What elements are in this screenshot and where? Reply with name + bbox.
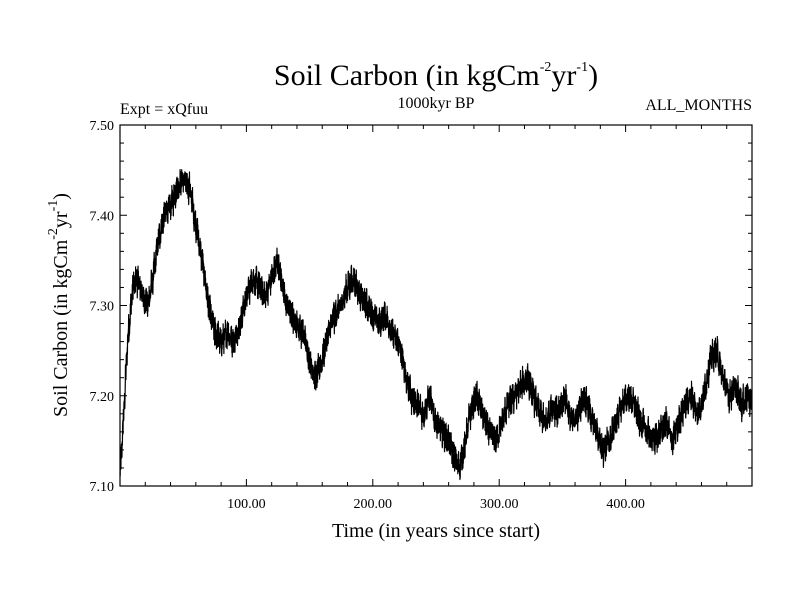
y-axis-label: Soil Carbon (in kgCm-2yr-1): [46, 193, 72, 417]
series-layer: [119, 169, 753, 481]
series-line-soil-carbon: [119, 169, 753, 481]
y-tick-label: 7.40: [90, 209, 115, 224]
subtitle-months: ALL_MONTHS: [645, 97, 752, 114]
subtitle-period: 1000kyr BP: [398, 95, 475, 112]
x-tick-label: 400.00: [606, 497, 645, 512]
chart-title: Soil Carbon (in kgCm-2yr-1): [274, 59, 598, 92]
x-tick-label: 300.00: [480, 497, 519, 512]
y-tick-label: 7.50: [90, 119, 115, 134]
x-axis-label: Time (in years since start): [332, 520, 540, 542]
y-tick-label: 7.30: [90, 300, 115, 315]
axis-ticks: 7.10 7.20 7.30 7.40 7.50 100.00 200.00 300.00 40…: [90, 119, 752, 512]
y-tick-label: 7.20: [90, 390, 115, 405]
x-tick-label: 200.00: [354, 497, 393, 512]
subtitle-experiment: Expt = xQfuu: [120, 101, 208, 118]
x-tick-label: 100.00: [227, 497, 266, 512]
y-tick-label: 7.10: [90, 480, 115, 495]
